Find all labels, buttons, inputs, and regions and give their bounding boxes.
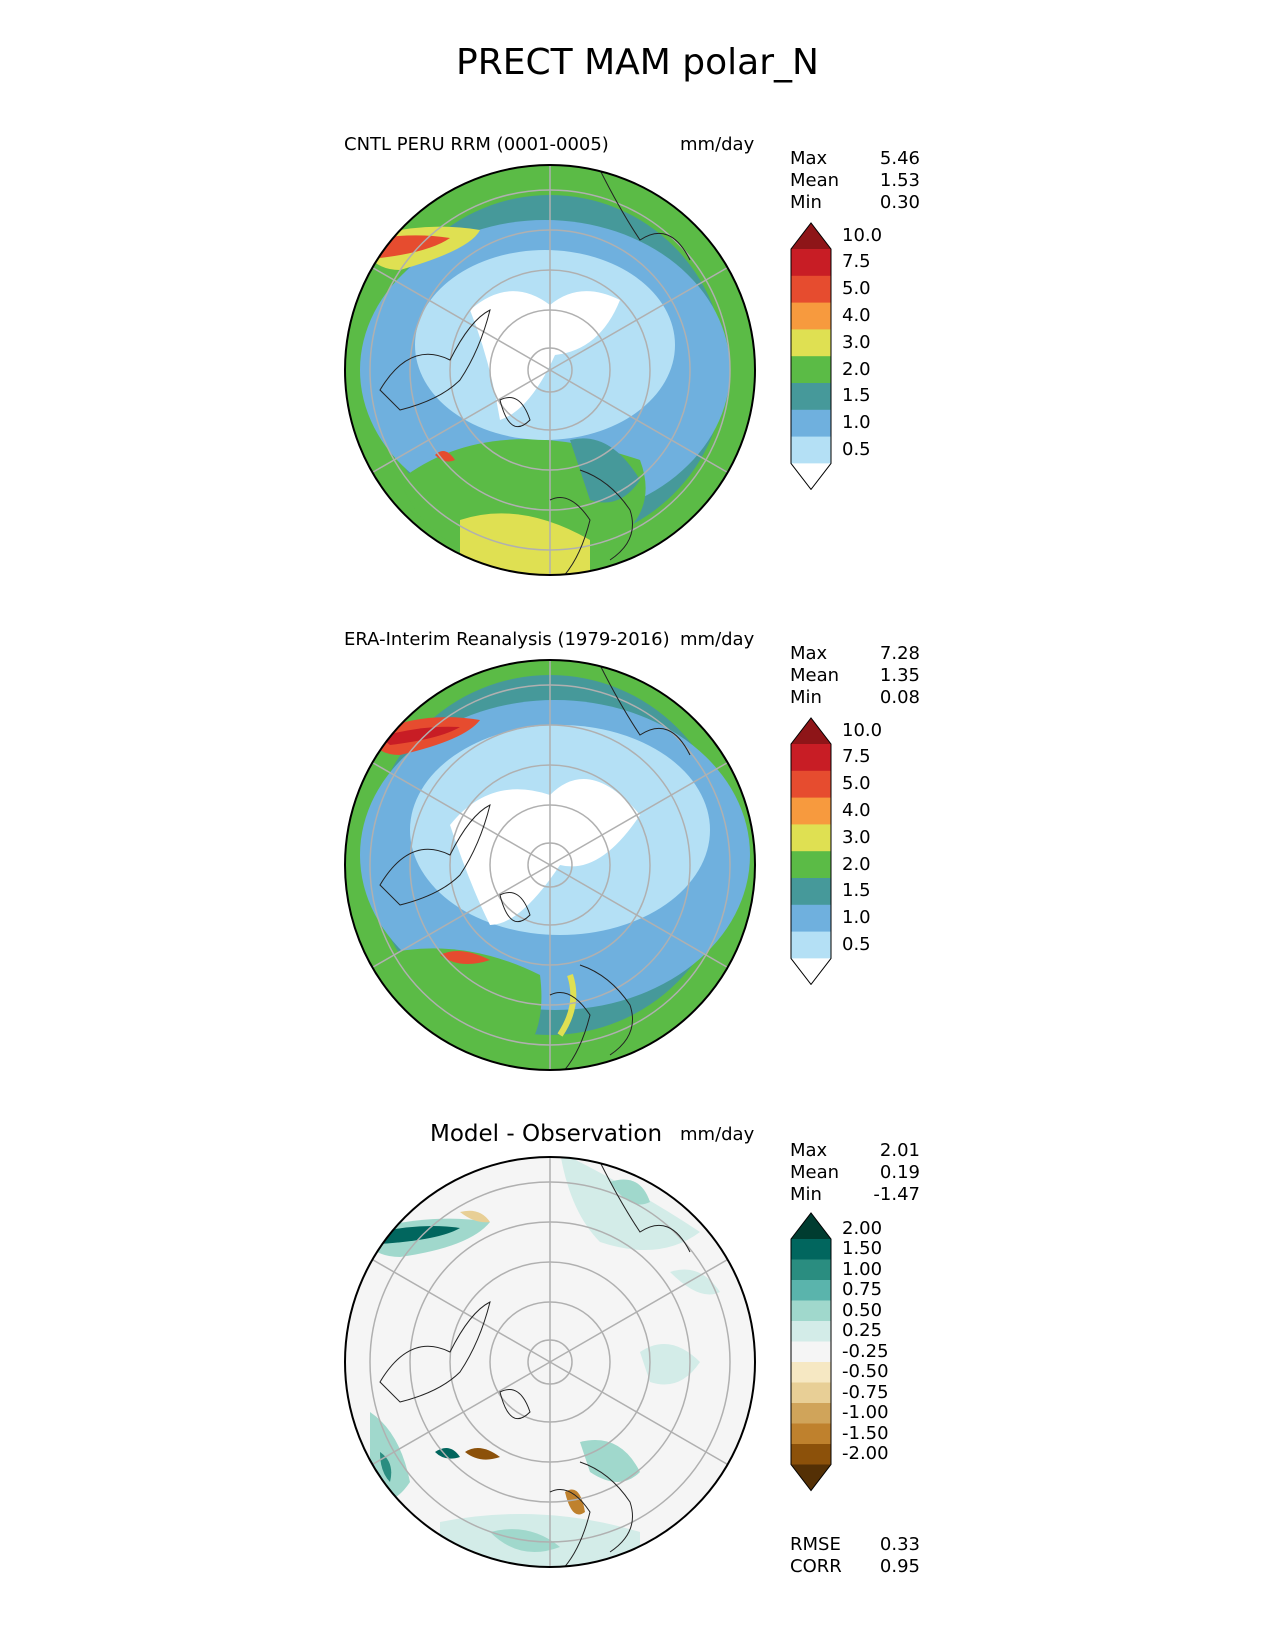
metrics-box: RMSE 0.33 CORR 0.95 bbox=[790, 1534, 920, 1577]
colorbar-tick-label: 2.00 bbox=[842, 1217, 883, 1239]
colorbar-tick-label: -0.25 bbox=[842, 1340, 889, 1362]
colorbar-tick-label: 1.0 bbox=[842, 412, 871, 434]
colorbar-tick-label: 1.0 bbox=[842, 907, 871, 929]
colorbar-tick-label: 0.25 bbox=[842, 1320, 883, 1342]
colorbar-swatches bbox=[790, 222, 832, 491]
colorbar-swatch bbox=[791, 851, 831, 879]
panel-title: ERA-Interim Reanalysis (1979-2016) bbox=[344, 629, 670, 650]
figure-title: PRECT MAM polar_N bbox=[456, 42, 819, 83]
colorbar-swatch bbox=[791, 1321, 831, 1342]
colorbar-swatch bbox=[791, 1280, 831, 1301]
panel-diff: Model - Observation mm/day bbox=[0, 0, 1275, 1577]
colorbar-swatch bbox=[791, 249, 831, 277]
colorbar-swatch bbox=[791, 302, 831, 330]
colorbar-swatch bbox=[791, 1259, 831, 1281]
polar-map-model bbox=[344, 164, 756, 576]
panel-title: Model - Observation bbox=[430, 1121, 663, 1147]
colorbar-extend-max bbox=[791, 223, 831, 249]
colorbar-swatch bbox=[791, 1382, 831, 1404]
colorbar-tick-label: -1.00 bbox=[842, 1402, 889, 1424]
colorbar-tick-label: 1.50 bbox=[842, 1238, 883, 1260]
colorbar-tick-label: 3.0 bbox=[842, 331, 871, 353]
colorbar-outline bbox=[790, 1212, 832, 1492]
colorbar-swatch bbox=[791, 770, 831, 799]
colorbar-tick-label: 0.5 bbox=[842, 439, 871, 460]
colorbar-swatch bbox=[791, 356, 831, 384]
units-label: mm/day bbox=[680, 1124, 755, 1145]
colorbar-tick-label: 1.5 bbox=[842, 880, 871, 902]
colorbar-swatch bbox=[791, 797, 831, 825]
colorbar-tick-label: -0.75 bbox=[842, 1381, 889, 1403]
colorbar-swatch bbox=[791, 904, 831, 933]
colorbar-tick-label: -1.50 bbox=[842, 1422, 889, 1444]
colorbar-swatch bbox=[791, 1423, 831, 1445]
colorbar-tick-label: 5.0 bbox=[842, 278, 871, 300]
colorbar-extend-min bbox=[791, 1464, 831, 1491]
colorbar-tick-label: 1.00 bbox=[842, 1258, 883, 1280]
colorbar-tick-label: 3.0 bbox=[842, 826, 871, 848]
panel-obs: ERA-Interim Reanalysis (1979-2016) mm/da… bbox=[0, 0, 1275, 1071]
colorbar-extend-min bbox=[791, 958, 831, 985]
panel-title: CNTL PERU RRM (0001-0005) bbox=[344, 134, 609, 155]
polar-map-diff bbox=[344, 1156, 756, 1568]
colorbar-swatch bbox=[791, 383, 831, 411]
colorbar-tick-label: 4.0 bbox=[842, 800, 871, 821]
colorbar-tick-label: 2.0 bbox=[842, 358, 871, 380]
colorbar-outline bbox=[790, 222, 832, 491]
colorbar-tick-label: 0.75 bbox=[842, 1279, 883, 1301]
colorbar-tick-label: 10.0 bbox=[842, 224, 883, 246]
units-label: mm/day bbox=[680, 629, 755, 650]
stats-box: Max 2.01 Mean 0.19 Min -1.47 bbox=[790, 1140, 920, 1205]
colorbar-swatch bbox=[791, 1300, 831, 1322]
colorbar-outline bbox=[790, 717, 832, 986]
colorbar-swatch bbox=[791, 1239, 831, 1260]
colorbar-tick-label: 0.50 bbox=[842, 1299, 883, 1321]
colorbar-tick-label: 7.5 bbox=[842, 746, 871, 768]
colorbar-tick-label: 2.0 bbox=[842, 853, 871, 875]
colorbar-swatches bbox=[790, 1212, 832, 1492]
stats-box: Max 5.46 Mean 1.53 Min 0.30 bbox=[790, 148, 920, 213]
colorbar-tick-label: 4.0 bbox=[842, 305, 871, 326]
colorbar-swatch bbox=[791, 824, 831, 852]
colorbar-swatch bbox=[791, 1444, 831, 1465]
colorbar-swatch bbox=[791, 409, 831, 438]
stats-box: Max 7.28 Mean 1.35 Min 0.08 bbox=[790, 643, 920, 708]
colorbar-swatch bbox=[791, 436, 831, 464]
colorbar-swatch bbox=[791, 1403, 831, 1424]
colorbar-swatch bbox=[791, 878, 831, 906]
colorbar-swatch bbox=[791, 1341, 831, 1363]
colorbar-tick-label: -2.00 bbox=[842, 1443, 889, 1465]
colorbar-tick-label: 7.5 bbox=[842, 251, 871, 273]
colorbar-swatch bbox=[791, 1362, 831, 1383]
panel-model: CNTL PERU RRM (0001-0005) mm/day bbox=[0, 0, 1275, 576]
colorbar-tick-label: 1.5 bbox=[842, 385, 871, 407]
colorbar-extend-max bbox=[791, 718, 831, 744]
colorbar-swatch bbox=[791, 329, 831, 357]
colorbar-tick-label: 5.0 bbox=[842, 773, 871, 795]
colorbar-tick-label: 10.0 bbox=[842, 719, 883, 741]
colorbar-tick-label: -0.50 bbox=[842, 1361, 889, 1383]
colorbar-tick-label: 0.5 bbox=[842, 934, 871, 955]
colorbar-extend-max bbox=[791, 1213, 831, 1239]
colorbar-extend-min bbox=[791, 463, 831, 490]
colorbar-swatch bbox=[791, 931, 831, 959]
colorbar-swatches bbox=[790, 717, 832, 986]
polar-map-obs bbox=[344, 659, 756, 1071]
units-label: mm/day bbox=[680, 134, 755, 155]
colorbar-swatch bbox=[791, 275, 831, 304]
colorbar-swatch bbox=[791, 744, 831, 772]
